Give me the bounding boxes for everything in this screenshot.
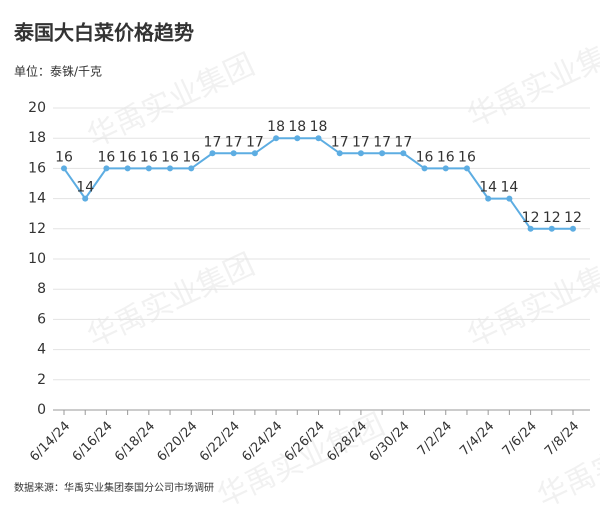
data-label: 16 [55,149,73,165]
point [251,150,258,157]
y-tick-label: 2 [37,372,46,388]
y-tick-label: 8 [37,281,46,297]
point [145,165,152,172]
point [273,135,280,142]
point [463,165,470,172]
y-tick-label: 10 [28,251,46,267]
point [485,195,492,202]
x-tick-label: 7/6/24 [500,419,540,459]
x-tick-label: 7/4/24 [457,419,497,459]
point [527,225,534,232]
point [61,165,67,172]
chart-title: 泰国大白菜价格趋势 [13,21,194,45]
y-tick-label: 4 [37,342,46,358]
data-label: 16 [182,149,200,165]
x-tick-label: 6/14/24 [27,419,73,465]
x-tick-label: 6/20/24 [155,419,201,465]
data-label: 14 [500,180,518,196]
watermark: 华禹实业集团 [462,247,600,355]
data-label: 16 [98,149,116,165]
point [570,225,576,232]
point [400,150,407,157]
data-label: 14 [479,180,497,196]
point [548,225,555,232]
source-note: 数据来源：华禹实业集团泰国分公司市场调研 [14,481,214,494]
point [188,165,195,172]
data-label: 18 [288,119,306,135]
watermark: 华禹实业集团 [532,407,600,510]
point [336,150,343,157]
data-label: 14 [76,180,94,196]
y-tick-label: 20 [28,100,46,116]
point [230,150,237,157]
y-tick-label: 6 [37,311,46,327]
data-label: 16 [458,149,476,165]
data-label: 17 [373,134,391,150]
x-tick-label: 7/2/24 [415,419,455,459]
data-label: 12 [543,210,561,226]
data-label: 18 [310,119,328,135]
y-tick-label: 0 [37,402,46,418]
point [506,195,513,202]
data-label: 16 [437,149,455,165]
data-label: 16 [161,149,179,165]
data-label: 12 [522,210,540,226]
data-label: 16 [416,149,434,165]
watermark: 华禹实业集团 [462,27,600,135]
data-label: 17 [394,134,412,150]
point [124,165,131,172]
y-tick-label: 16 [28,160,46,176]
data-label: 16 [119,149,137,165]
y-tick-label: 12 [28,221,46,237]
point [167,165,174,172]
point [82,195,89,202]
data-label: 17 [225,134,243,150]
data-label: 18 [267,119,285,135]
data-label: 17 [352,134,370,150]
point [357,150,364,157]
point [315,135,322,142]
x-tick-label: 7/8/24 [542,419,582,459]
data-label: 17 [246,134,264,150]
point [294,135,301,142]
data-label: 17 [331,134,349,150]
y-tick-label: 18 [28,130,46,146]
point [379,150,386,157]
point [421,165,428,172]
watermark: 华禹实业集团 [82,247,260,355]
point [442,165,449,172]
data-label: 17 [204,134,222,150]
y-tick-label: 14 [28,191,46,207]
x-tick-label: 6/22/24 [197,419,243,465]
x-tick-label: 6/16/24 [70,419,116,465]
chart-subtitle: 单位：泰铢/千克 [14,64,102,79]
point [209,150,216,157]
data-label: 16 [140,149,158,165]
x-tick-label: 6/18/24 [112,419,158,465]
point [103,165,110,172]
data-label: 12 [564,210,582,226]
